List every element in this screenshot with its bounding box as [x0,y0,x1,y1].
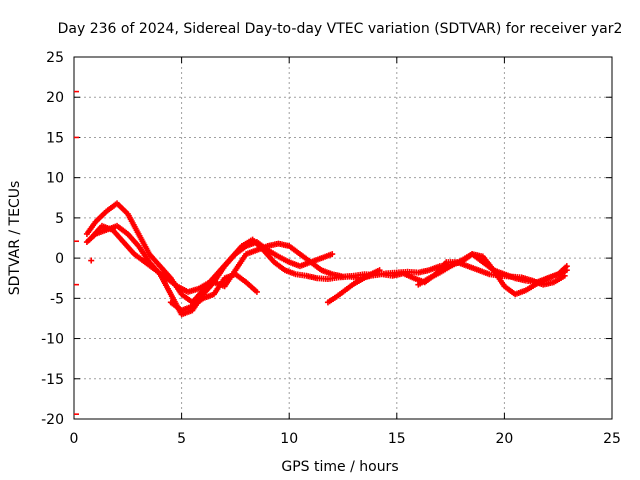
data-point [376,267,383,274]
y-tick-label: -15 [41,372,64,388]
y-tick-label: -10 [41,332,64,348]
y-tick-label: 5 [55,211,64,227]
data-point [88,257,95,264]
x-tick-label: 0 [70,431,79,447]
plot-frame [73,56,613,420]
x-tick-label: 25 [603,431,621,447]
chart-title: Day 236 of 2024, Sidereal Day-to-day VTE… [58,21,623,37]
y-tick-label: -20 [41,412,64,428]
y-tick-label: -5 [50,291,64,307]
data-point [563,263,570,270]
x-tick-label: 5 [177,431,186,447]
data-point [561,272,568,279]
data-points [74,90,570,415]
y-tick-label: 10 [46,171,64,187]
data-point [253,288,260,295]
y-axis-label: SDTVAR / TECUs [7,181,23,296]
axis-ticks: 0 5 10 15 20 25 -20 -15 -10 -5 0 5 10 15 20 25 [41,50,621,447]
grid-lines [74,57,612,419]
x-tick-label: 15 [388,431,406,447]
x-axis-label: GPS time / hours [281,459,398,475]
x-tick-label: 20 [495,431,513,447]
data-point [329,251,336,258]
y-tick-label: 0 [55,251,64,267]
y-tick-label: 15 [46,130,64,146]
y-tick-label: 20 [46,90,64,106]
y-tick-label: 25 [46,50,64,66]
x-tick-label: 10 [280,431,298,447]
